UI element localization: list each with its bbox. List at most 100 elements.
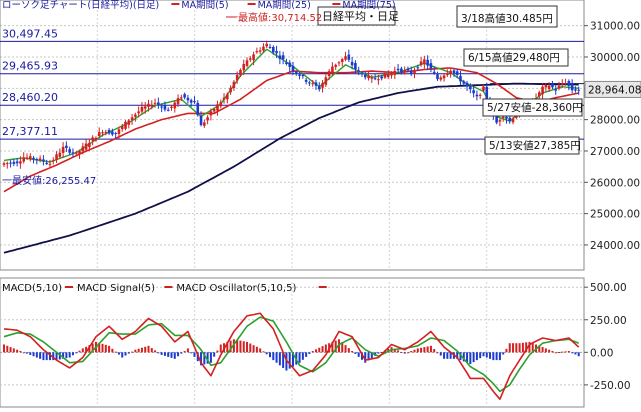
candle-body (216, 104, 219, 111)
candle-body (104, 131, 108, 133)
candle-body (114, 133, 117, 135)
oscillator-bar (71, 352, 74, 356)
candle-body (304, 79, 308, 82)
candle-body (209, 111, 213, 116)
legend-bottom-item: MACD Oscillator(5,10,5) (176, 283, 296, 294)
oscillator-bar (459, 352, 462, 361)
annotation-box: 3/18高値30.485円 (456, 5, 558, 28)
candle-body (271, 46, 275, 53)
candle-body (406, 68, 410, 71)
moving-averages (3, 48, 579, 254)
last-price-label: 28,964.08 (588, 84, 641, 96)
annotation-frame (456, 5, 558, 28)
chart-title-box: 日経平均・日足 (317, 6, 399, 26)
legend-top-item: MA期間(25) (258, 0, 311, 11)
oscillator-bar (48, 352, 51, 361)
oscillator-bar (433, 349, 436, 353)
oscillator-bar (406, 352, 409, 354)
candle-body (560, 83, 564, 85)
oscillator-bar (475, 352, 478, 361)
oscillator-bar (163, 352, 166, 356)
candle-body (577, 89, 581, 91)
oscillator-bar (318, 347, 321, 353)
oscillator-bar (370, 352, 373, 359)
price-tick-label: 27000.00 (590, 146, 640, 158)
oscillator-bar (518, 343, 521, 353)
oscillator-bar (269, 352, 272, 358)
oscillator-bar (347, 348, 350, 353)
annotation-box: 5/27安値-28,360円 (482, 98, 583, 117)
oscillator-bar (25, 352, 28, 354)
oscillator-bar (75, 352, 78, 354)
ma5-line (3, 48, 579, 163)
candle-body (317, 86, 321, 90)
oscillator-bar (462, 352, 465, 362)
oscillator-bar (525, 342, 528, 353)
candle-body (377, 79, 380, 81)
oscillator-bar (367, 352, 370, 361)
oscillator-bar (216, 350, 219, 353)
candle-body (189, 100, 193, 103)
oscillator-bar (544, 348, 547, 353)
oscillator-bar (413, 349, 416, 353)
candle-body (258, 50, 262, 52)
macd-tick-label: -250.00 (590, 380, 631, 392)
candle-body (567, 81, 571, 86)
oscillator-bar (574, 352, 577, 355)
oscillator-bar (3, 344, 5, 353)
candle-body (97, 132, 101, 136)
annotation-text: 6/15高値29,480円 (468, 51, 560, 64)
oscillator-bar (288, 352, 291, 369)
candles (2, 40, 581, 169)
last-price-box (584, 80, 641, 98)
oscillator-bar (492, 352, 495, 361)
macd-axis: 500.00 250.00 0.00 -250.00 (584, 282, 631, 392)
oscillator-bar (45, 352, 48, 361)
oscillator-bar (354, 352, 357, 354)
oscillator-bar (239, 340, 242, 353)
oscillator-bar (147, 345, 150, 353)
candle-body (58, 152, 62, 157)
oscillator-bar (449, 352, 452, 359)
oscillator-bar (400, 351, 403, 353)
candle-body (288, 62, 292, 67)
candle-body (390, 72, 393, 76)
level-label: 30,497.45 (2, 27, 58, 40)
oscillator-bar (111, 348, 114, 353)
oscillator-bar (564, 351, 567, 353)
oscillator-bar (78, 350, 81, 353)
candle-body (196, 102, 200, 116)
oscillator-bar (262, 351, 265, 353)
oscillator-bar (282, 352, 285, 368)
annotation-box: 6/15高値29,480円 (463, 48, 569, 67)
oscillator-bar (466, 352, 469, 363)
oscillator-bar (561, 351, 564, 353)
oscillator-bar (9, 347, 12, 353)
candle-body (413, 70, 416, 74)
oscillator-bar (183, 351, 186, 353)
oscillator-bar (479, 352, 482, 359)
signal-line (3, 316, 579, 393)
oscillator-bar (229, 340, 232, 353)
oscillator-bar (551, 351, 554, 353)
oscillator-bar (144, 346, 147, 353)
oscillator-bar (308, 352, 311, 354)
level-label: 28,460.20 (2, 91, 58, 104)
oscillator-bar (52, 352, 55, 361)
oscillator-bar (495, 352, 498, 361)
candle-body (45, 162, 48, 164)
oscillator-bar (35, 352, 38, 358)
oscillator-bar (88, 345, 91, 353)
candle-body (314, 82, 318, 86)
candle-body (544, 85, 548, 88)
oscillator-bar (193, 352, 196, 357)
candle-body (574, 89, 577, 91)
candle-body (173, 102, 177, 109)
oscillator-bar (108, 345, 111, 353)
price-tick-label: 28000.00 (590, 115, 640, 127)
annotation-box: 5/13安値27,385円 (484, 136, 581, 155)
candle-body (436, 74, 439, 80)
oscillator-bar (541, 347, 544, 353)
oscillator-bar (121, 352, 124, 358)
oscillator-bar (482, 352, 485, 357)
